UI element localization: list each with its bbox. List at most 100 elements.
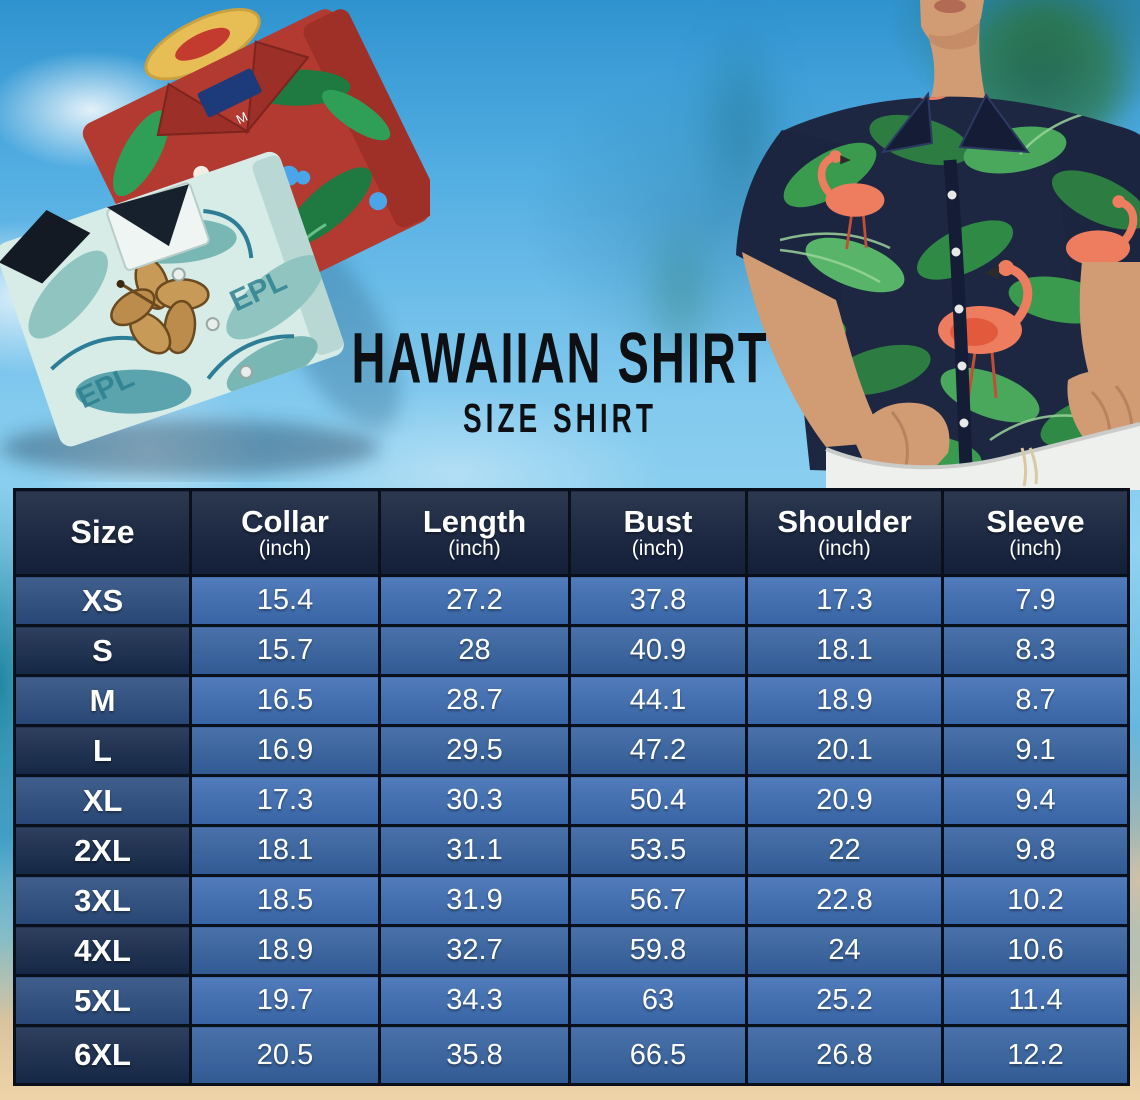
page-title: HAWAIIAN SHIRT: [351, 317, 769, 398]
table-row-m: M 16.5 28.7 44.1 18.9 8.7: [13, 674, 1130, 727]
neck-shadow: [929, 22, 980, 50]
measurement-value: 8.3: [941, 624, 1130, 677]
measurement-value: 10.6: [941, 924, 1130, 977]
shirt-collar-left: [880, 91, 934, 154]
measurement-value: 35.8: [378, 1024, 571, 1086]
measurement-value: 47.2: [568, 724, 748, 777]
column-header-length: Length (inch): [378, 488, 571, 577]
measurement-value: 27.2: [378, 574, 571, 627]
measurement-value: 26.8: [745, 1024, 944, 1086]
measurement-value: 28: [378, 624, 571, 677]
table-row-4xl: 4XL 18.9 32.7 59.8 24 10.6: [13, 924, 1130, 977]
man-left-hand: [855, 402, 950, 473]
teal-shirt-collar-fold: [0, 210, 91, 284]
title-block: HAWAIIAN SHIRT SIZE SHIRT: [290, 317, 830, 441]
measurement-value: 15.4: [189, 574, 381, 627]
page-subtitle: SIZE SHIRT: [462, 395, 657, 441]
teal-shirt-collar: [106, 184, 189, 247]
size-label: 3XL: [13, 874, 192, 927]
measurement-value: 18.5: [189, 874, 381, 927]
measurement-value: 29.5: [378, 724, 571, 777]
measurement-value: 31.9: [378, 874, 571, 927]
size-label: 4XL: [13, 924, 192, 977]
table-row-l: L 16.9 29.5 47.2 20.1 9.1: [13, 724, 1130, 777]
pants-drawstring: [1020, 447, 1038, 487]
teal-shirt-sleeve-fold: [252, 155, 344, 355]
shirt-collar-right: [958, 93, 1031, 154]
measurement-value: 10.2: [941, 874, 1130, 927]
size-label: XL: [13, 774, 192, 827]
man-wearing-flamingo-shirt-photo: [736, 0, 1140, 490]
size-label: 6XL: [13, 1024, 192, 1086]
measurement-value: 56.7: [568, 874, 748, 927]
measurement-value: 18.9: [745, 674, 944, 727]
measurement-value: 12.2: [941, 1024, 1130, 1086]
measurement-value: 7.9: [941, 574, 1130, 627]
size-table-body: XS 15.4 27.2 37.8 17.3 7.9 S 15.7 28 40.9 18.1 8.3 M…: [13, 574, 1130, 1086]
size-label: L: [13, 724, 192, 777]
red-shirt-logo-patch: [175, 27, 230, 61]
size-table-header: Size Collar (inch) Length (inch) Bust (i…: [13, 488, 1130, 577]
measurement-value: 25.2: [745, 974, 944, 1027]
measurement-value: 22.8: [745, 874, 944, 927]
measurement-value: 17.3: [189, 774, 381, 827]
measurement-value: 32.7: [378, 924, 571, 977]
size-label: 2XL: [13, 824, 192, 877]
measurement-value: 18.9: [189, 924, 381, 977]
flamingo-medium: [817, 150, 885, 250]
measurement-value: 9.1: [941, 724, 1130, 777]
column-header-shoulder: Shoulder (inch): [745, 488, 944, 577]
measurement-value: 18.1: [189, 824, 381, 877]
measurement-value: 9.8: [941, 824, 1130, 877]
measurement-value: 20.1: [745, 724, 944, 777]
column-header-size: Size: [13, 488, 192, 577]
table-row-s: S 15.7 28 40.9 18.1 8.3: [13, 624, 1130, 677]
measurement-value: 31.1: [378, 824, 571, 877]
measurement-value: 20.9: [745, 774, 944, 827]
man-lips: [934, 0, 966, 13]
measurement-value: 24: [745, 924, 944, 977]
measurement-value: 37.8: [568, 574, 748, 627]
measurement-value: 16.9: [189, 724, 381, 777]
measurement-value: 66.5: [568, 1024, 748, 1086]
measurement-value: 44.1: [568, 674, 748, 727]
table-row-5xl: 5XL 19.7 34.3 63 25.2 11.4: [13, 974, 1130, 1027]
size-label: 5XL: [13, 974, 192, 1027]
teal-hawaiian-shirt: EPL EPL: [0, 151, 344, 450]
size-chart-table: Size Collar (inch) Length (inch) Bust (i…: [13, 488, 1130, 1086]
measurement-value: 22: [745, 824, 944, 877]
folded-hawaiian-shirts-photo: M EPL: [0, 8, 430, 476]
measurement-value: 30.3: [378, 774, 571, 827]
size-label: S: [13, 624, 192, 677]
shirt-hem-shadow: [825, 422, 1140, 470]
shirt-buttons: [947, 190, 969, 428]
measurement-value: 53.5: [568, 824, 748, 877]
table-row-6xl: 6XL 20.5 35.8 66.5 26.8 12.2: [13, 1024, 1130, 1086]
measurement-value: 63: [568, 974, 748, 1027]
measurement-value: 50.4: [568, 774, 748, 827]
table-row-3xl: 3XL 18.5 31.9 56.7 22.8 10.2: [13, 874, 1130, 927]
man-left-forearm: [742, 252, 888, 447]
measurement-value: 9.4: [941, 774, 1130, 827]
measurement-value: 28.7: [378, 674, 571, 727]
table-row-xl: XL 17.3 30.3 50.4 20.9 9.4: [13, 774, 1130, 827]
hibiscus-flower: [110, 257, 210, 355]
red-shirt-neck-label: [197, 68, 262, 118]
measurement-value: 8.7: [941, 674, 1130, 727]
measurement-value: 19.7: [189, 974, 381, 1027]
column-header-sleeve: Sleeve (inch): [941, 488, 1130, 577]
measurement-value: 34.3: [378, 974, 571, 1027]
measurement-value: 59.8: [568, 924, 748, 977]
size-label: XS: [13, 574, 192, 627]
size-label: M: [13, 674, 192, 727]
measurement-value: 16.5: [189, 674, 381, 727]
measurement-value: 18.1: [745, 624, 944, 677]
measurement-value: 15.7: [189, 624, 381, 677]
table-row-xs: XS 15.4 27.2 37.8 17.3 7.9: [13, 574, 1130, 627]
flamingo-right: [1066, 195, 1138, 266]
column-header-bust: Bust (inch): [568, 488, 748, 577]
column-header-collar: Collar (inch): [189, 488, 381, 577]
measurement-value: 11.4: [941, 974, 1130, 1027]
measurement-value: 17.3: [745, 574, 944, 627]
